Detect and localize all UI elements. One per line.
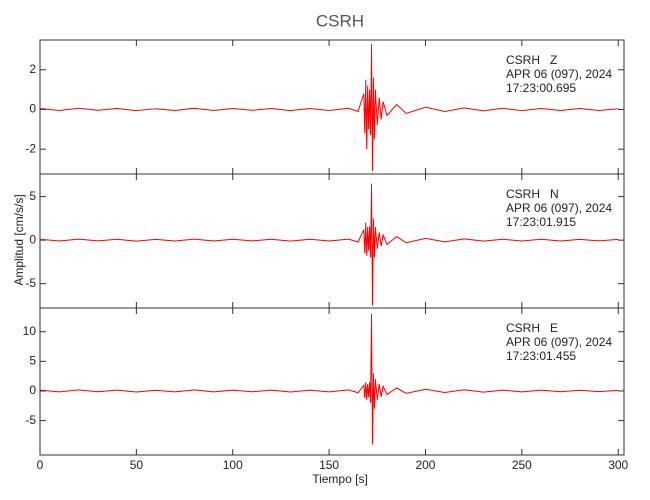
y-tick-label: 10 xyxy=(23,324,37,338)
trace-info: APR 06 (097), 2024 xyxy=(506,201,612,215)
x-axis-label: Tiempo [s] xyxy=(312,472,368,486)
y-tick-label: -2 xyxy=(25,141,36,155)
y-tick-label: 2 xyxy=(29,62,36,76)
panel-frame xyxy=(39,307,625,456)
x-tick-label: 0 xyxy=(37,458,44,472)
trace-info: 17:23:01.915 xyxy=(506,215,576,229)
x-tick-label: 50 xyxy=(130,458,144,472)
waveform xyxy=(39,183,619,306)
x-tick-label: 250 xyxy=(512,458,532,472)
trace-info: APR 06 (097), 2024 xyxy=(506,67,612,81)
waveform xyxy=(39,43,619,172)
y-tick-label: 5 xyxy=(29,354,36,368)
trace-info: CSRH Z xyxy=(506,53,557,67)
trace-info: CSRH N xyxy=(506,187,559,201)
trace-info: APR 06 (097), 2024 xyxy=(506,335,612,349)
x-tick-label: 300 xyxy=(608,458,628,472)
chart-title: CSRH xyxy=(316,11,364,30)
trace-info: CSRH E xyxy=(506,321,558,335)
x-tick-label: 200 xyxy=(415,458,435,472)
trace-info: 17:23:00.695 xyxy=(506,81,576,95)
waveform xyxy=(39,313,619,445)
y-tick-label: 0 xyxy=(29,102,36,116)
x-tick-label: 100 xyxy=(223,458,243,472)
y-tick-label: 0 xyxy=(29,232,36,246)
trace-info: 17:23:01.455 xyxy=(506,349,576,363)
y-tick-label: -5 xyxy=(25,413,36,427)
x-tick-label: 150 xyxy=(319,458,339,472)
y-axis-label: Amplitud [cm/s/s] xyxy=(12,194,26,285)
y-tick-label: -5 xyxy=(25,276,36,290)
y-tick-label: 0 xyxy=(29,383,36,397)
y-tick-label: 5 xyxy=(29,189,36,203)
